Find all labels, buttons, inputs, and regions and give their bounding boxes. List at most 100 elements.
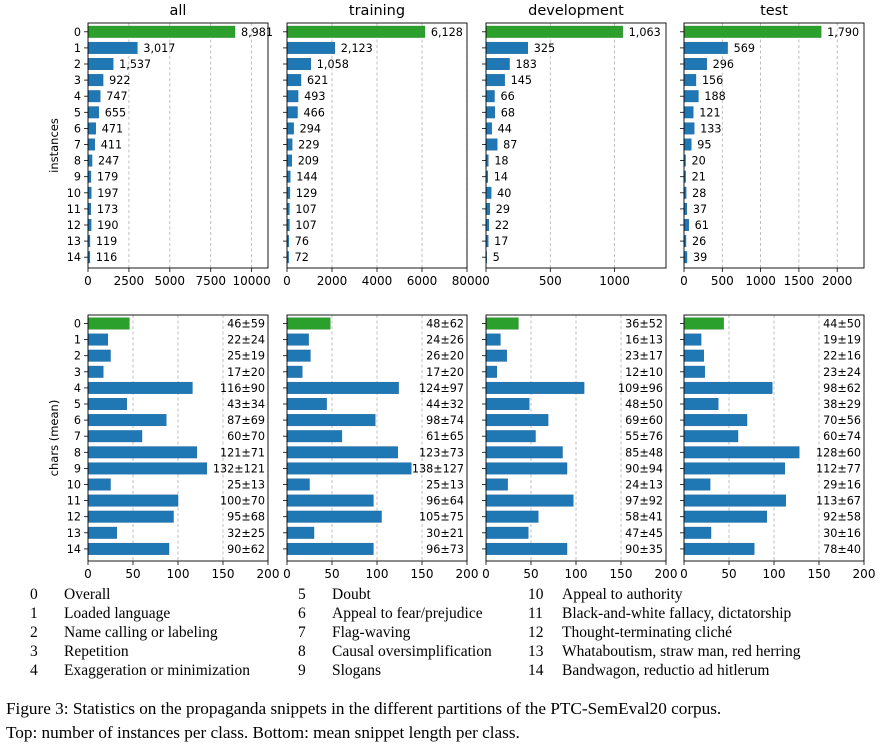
legend-number: 6: [298, 605, 306, 622]
x-tick-label: 0: [283, 567, 291, 581]
bar-class-11: [485, 202, 490, 215]
value-label: 60±74: [823, 430, 861, 443]
y-tick-label: 6: [74, 414, 81, 427]
x-tick-label: 200: [257, 567, 280, 581]
value-label: 61±65: [426, 430, 464, 443]
bar-class-5: [286, 398, 327, 410]
panel-title: development: [528, 3, 624, 19]
bar-class-4: [683, 90, 699, 103]
y-tick-label: 4: [74, 90, 81, 103]
value-label: 61: [695, 219, 709, 232]
value-label: 66: [500, 90, 514, 103]
value-label: 100±70: [220, 495, 265, 508]
bar-class-6: [286, 414, 376, 427]
value-label: 38±29: [823, 398, 861, 411]
y-tick-label: 13: [67, 527, 81, 540]
value-label: 655: [105, 106, 126, 119]
legend-item-4: 4 Exaggeration or minimization: [30, 662, 250, 680]
x-tick-label: 500: [711, 274, 734, 288]
chart-panel-bottom-0: 46±59 0 22±24 1 25±19 2 17±20 3 116±90 4 43±34 5 87±…: [47, 314, 280, 581]
bar-class-13: [87, 526, 117, 539]
value-label: 48±50: [625, 398, 663, 411]
value-label: 1,537: [119, 58, 151, 71]
legend-label: Black-and-white fallacy, dictatorship: [562, 605, 792, 622]
x-tick-label: 10000: [233, 274, 271, 288]
value-label: 96±73: [426, 543, 464, 556]
value-label: 229: [298, 139, 319, 152]
value-label: 95±68: [227, 511, 265, 524]
value-label: 107: [295, 203, 316, 216]
bar-class-3: [683, 74, 697, 87]
value-label: 37: [693, 203, 707, 216]
value-label: 209: [298, 155, 319, 168]
bar-class-12: [485, 510, 539, 523]
legend-label: Causal oversimplification: [332, 643, 492, 660]
bar-class-1: [683, 41, 728, 54]
axes-frame: [485, 22, 667, 269]
value-label: 87±69: [227, 414, 265, 427]
value-label: 1,790: [827, 26, 859, 39]
legend-item-2: 2 Name calling or labeling: [30, 624, 218, 642]
bar-class-7: [286, 138, 293, 151]
bar-class-14: [87, 542, 170, 555]
legend-number: 9: [298, 662, 306, 679]
bar-class-10: [485, 186, 492, 199]
bar-class-1: [286, 41, 335, 54]
legend-number: 3: [30, 643, 38, 660]
x-tick-label: 200: [655, 567, 678, 581]
legend-item-3: 3 Repetition: [30, 643, 129, 661]
bar-class-5: [683, 106, 694, 119]
bar-class-0: [485, 317, 519, 330]
legend-item-10: 10 Appeal to authority: [528, 586, 683, 604]
bar-class-11: [683, 494, 786, 507]
value-label: 29: [496, 203, 510, 216]
bar-class-6: [87, 414, 167, 427]
figure-charts: 8,98103,01711,53729223747465554716411724…: [47, 3, 875, 581]
x-tick-label: 150: [212, 567, 235, 581]
legend-number: 4: [30, 662, 38, 679]
value-label: 466: [303, 106, 324, 119]
legend-label: Exaggeration or minimization: [64, 662, 250, 679]
value-label: 123±73: [419, 446, 464, 459]
bar-class-12: [87, 510, 174, 523]
bar-class-8: [485, 446, 563, 459]
legend-number: 11: [528, 605, 543, 622]
x-tick-label: 100: [366, 567, 389, 581]
value-label: 60±70: [227, 430, 265, 443]
axes-frame: [87, 314, 269, 562]
value-label: 183: [516, 58, 537, 71]
value-label: 23±24: [823, 366, 861, 379]
value-label: 109±96: [618, 382, 663, 395]
value-label: 20: [692, 155, 706, 168]
x-tick-label: 0: [680, 567, 688, 581]
bar-class-5: [87, 398, 127, 410]
value-label: 747: [106, 90, 127, 103]
x-tick-label: 0: [482, 567, 490, 581]
axes-frame: [286, 22, 468, 269]
y-tick-label: 7: [74, 139, 81, 152]
x-tick-label: 2000: [822, 274, 853, 288]
bar-class-2: [87, 58, 114, 70]
legend-label: Overall: [64, 586, 111, 603]
value-label: 97±92: [625, 495, 663, 508]
bar-class-14: [286, 542, 374, 555]
bar-class-8: [286, 154, 292, 167]
value-label: 145: [511, 74, 532, 87]
legend-number: 2: [30, 624, 38, 641]
x-tick-label: 6000: [407, 274, 438, 288]
y-tick-label: 8: [74, 446, 81, 459]
legend-label: Repetition: [64, 643, 129, 660]
value-label: 17: [494, 235, 508, 248]
bar-class-7: [683, 430, 739, 443]
value-label: 25±13: [426, 479, 464, 492]
value-label: 92±58: [823, 511, 861, 524]
value-label: 32±25: [227, 527, 265, 540]
legend-item-9: 9 Slogans: [298, 662, 381, 680]
bar-class-11: [485, 494, 574, 507]
x-tick-label: 0: [84, 274, 92, 288]
bar-class-2: [87, 349, 111, 362]
value-label: 116: [96, 251, 117, 264]
bar-class-14: [683, 542, 755, 555]
value-label: 58±41: [625, 511, 663, 524]
